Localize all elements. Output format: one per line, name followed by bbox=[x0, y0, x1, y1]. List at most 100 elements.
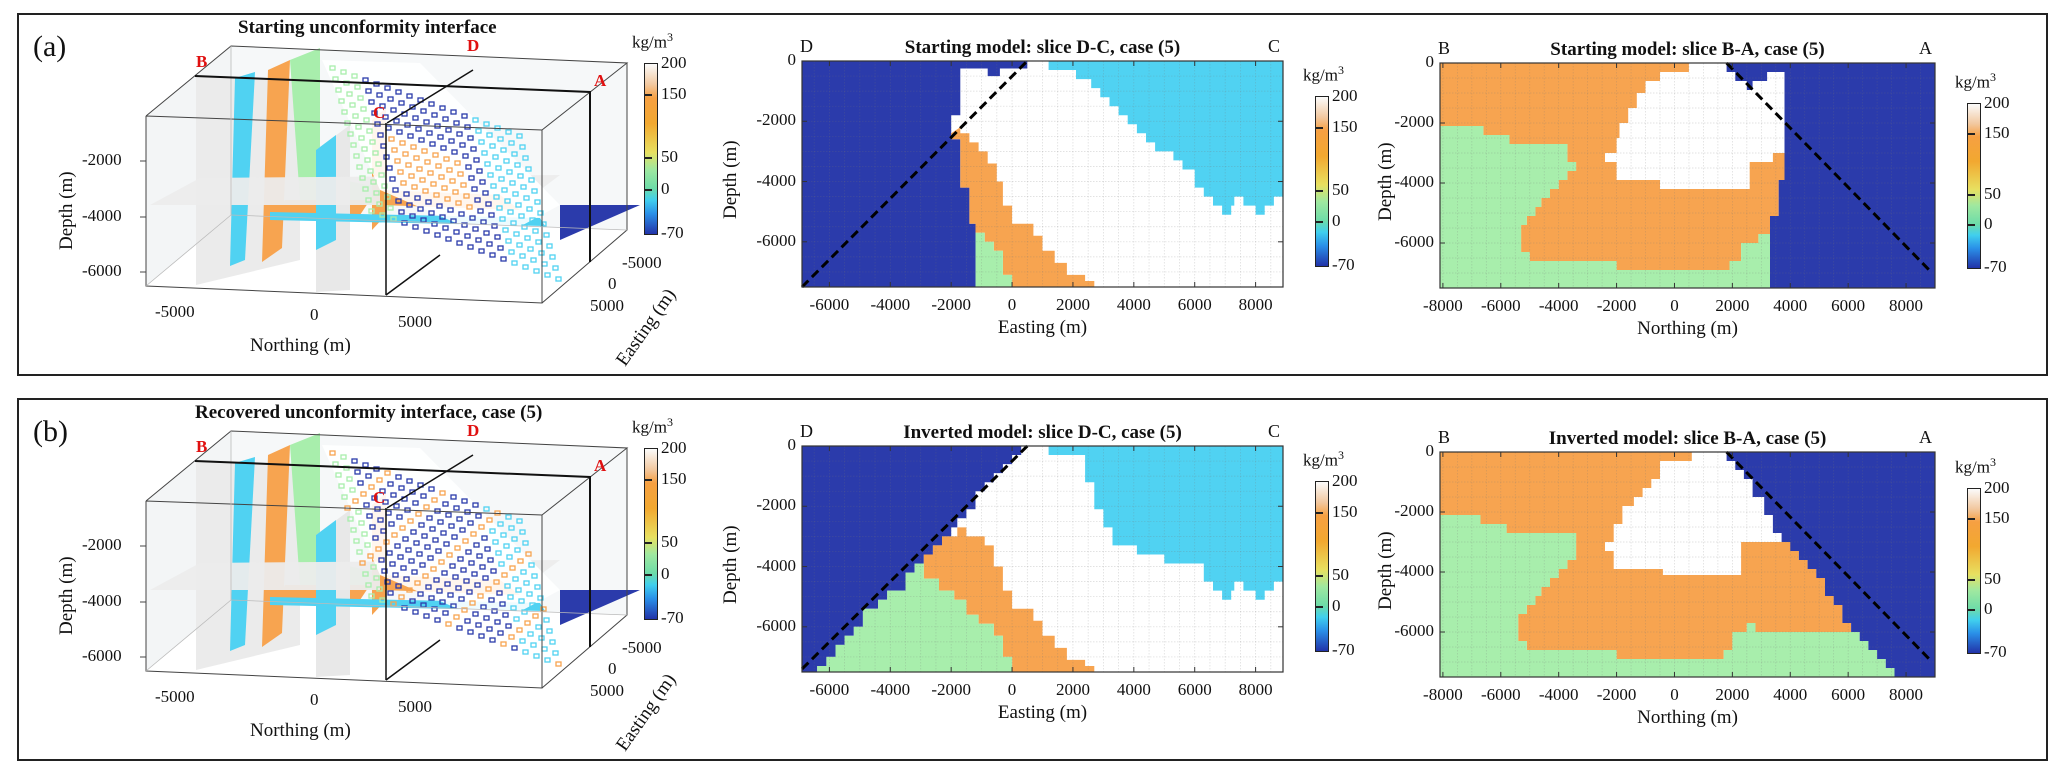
cell-marker bbox=[450, 218, 457, 224]
cell-marker bbox=[449, 178, 456, 184]
cell-marker bbox=[393, 503, 400, 509]
cell-marker bbox=[453, 120, 460, 126]
cell-marker bbox=[395, 583, 402, 589]
cell-marker bbox=[461, 113, 468, 119]
a-3d-colorbar bbox=[644, 63, 658, 235]
cell-marker bbox=[346, 91, 353, 97]
a-corner-label-a: A bbox=[594, 71, 607, 90]
cell-marker bbox=[481, 535, 488, 541]
cell-marker bbox=[434, 232, 441, 238]
cell-marker bbox=[483, 615, 490, 621]
cell-marker bbox=[508, 140, 515, 146]
cell-marker bbox=[365, 582, 372, 588]
cell-marker bbox=[529, 217, 536, 223]
cell-marker bbox=[485, 201, 492, 207]
cell-marker bbox=[352, 113, 359, 119]
z-tick-label: -6000 bbox=[82, 261, 122, 280]
cell-marker bbox=[421, 148, 428, 154]
cell-marker bbox=[479, 564, 486, 570]
colorbar-tick-mark bbox=[1968, 609, 1975, 612]
cell-marker bbox=[413, 540, 420, 546]
corner-d-edge bbox=[386, 69, 474, 124]
cell-marker bbox=[469, 215, 476, 221]
b-slice-ba-right-corner-label: A bbox=[1919, 427, 1932, 447]
a-slice-dc-left-corner-label: D bbox=[800, 36, 813, 56]
cell-marker bbox=[347, 516, 354, 522]
a-slice-ba-x-tick-label: 0 bbox=[1670, 296, 1679, 315]
a-slice-ba-x-tick-label: -8000 bbox=[1423, 296, 1463, 315]
cell-marker bbox=[503, 543, 510, 549]
colorbar-tick-mark bbox=[645, 479, 652, 482]
b-corner-label-b: B bbox=[196, 437, 208, 456]
y-tick-label: 0 bbox=[608, 274, 617, 293]
cell-marker bbox=[387, 590, 394, 596]
cell-marker bbox=[416, 166, 423, 172]
cell-marker bbox=[362, 186, 369, 192]
cell-marker bbox=[353, 538, 360, 544]
cell-marker bbox=[403, 191, 410, 197]
cell-marker bbox=[519, 638, 526, 644]
cell-marker bbox=[401, 220, 408, 226]
cell-marker bbox=[483, 230, 490, 236]
cell-marker bbox=[452, 189, 459, 195]
cell-marker bbox=[356, 164, 363, 170]
cell-marker bbox=[467, 244, 474, 250]
cell-marker bbox=[519, 253, 526, 259]
cell-marker bbox=[431, 112, 438, 118]
cell-marker bbox=[356, 549, 363, 555]
cell-marker bbox=[505, 623, 512, 629]
b-slice-dc-x-tick-label: -4000 bbox=[870, 680, 911, 699]
cell-marker bbox=[370, 179, 377, 185]
cell-marker bbox=[522, 540, 529, 546]
a-3d-colorbar-tick: 200 bbox=[661, 53, 687, 72]
b-slice-dc-axes-box bbox=[801, 445, 1284, 673]
cell-marker bbox=[500, 147, 507, 153]
a-slice-ba-region-dark_blue bbox=[1726, 63, 1935, 288]
cell-marker bbox=[524, 235, 531, 241]
cell-marker bbox=[510, 220, 517, 226]
cell-marker bbox=[406, 93, 413, 99]
inner-frame-edges bbox=[194, 75, 591, 262]
cell-marker bbox=[445, 236, 452, 242]
cell-marker bbox=[367, 168, 374, 174]
cell-marker bbox=[534, 584, 541, 590]
cell-marker bbox=[486, 626, 493, 632]
cell-marker bbox=[475, 237, 482, 243]
cell-marker bbox=[340, 454, 347, 460]
b-3d-title: Recovered unconformity interface, case (… bbox=[195, 402, 543, 423]
colorbar-tick-mark bbox=[1968, 579, 1975, 582]
cell-marker bbox=[329, 65, 336, 71]
cell-marker bbox=[358, 135, 365, 141]
b-slice-dc-region-cyan bbox=[1048, 446, 1283, 600]
cell-marker bbox=[470, 531, 477, 537]
cell-marker bbox=[504, 583, 511, 589]
cell-marker bbox=[430, 181, 437, 187]
a-slice-ba-colorbar-tick: 200 bbox=[1984, 93, 2010, 112]
cell-marker bbox=[366, 128, 373, 134]
cell-marker bbox=[448, 523, 455, 529]
a-slice-ba-colorbar bbox=[1967, 103, 1981, 269]
cell-marker bbox=[381, 183, 388, 189]
cell-marker bbox=[490, 568, 497, 574]
cell-marker bbox=[357, 480, 364, 486]
cell-marker bbox=[532, 228, 539, 234]
cell-marker bbox=[496, 590, 503, 596]
a-slice-ba-colorbar-tick: -70 bbox=[1984, 257, 2007, 276]
cell-marker bbox=[376, 586, 383, 592]
colorbar-tick-mark bbox=[645, 188, 652, 191]
colorbar-tick-mark bbox=[1316, 574, 1323, 577]
cell-marker bbox=[498, 176, 505, 182]
a-slice-dc-colorbar-tick: -70 bbox=[1332, 255, 1355, 274]
b-slice-ba-colorbar-tick: 150 bbox=[1984, 508, 2010, 528]
b-slice-dc-cell-grid bbox=[802, 445, 1283, 672]
a-slice-ba-x-tick-label: 4000 bbox=[1773, 296, 1808, 315]
cell-marker bbox=[467, 629, 474, 635]
a-slice-ba-region-green bbox=[1440, 126, 1770, 288]
colorbar-tick-mark bbox=[1968, 224, 1975, 227]
cell-marker bbox=[433, 192, 440, 198]
cell-marker bbox=[386, 550, 393, 556]
a-slice-dc-y-axis-label: Depth (m) bbox=[720, 140, 741, 219]
cell-marker bbox=[543, 617, 550, 623]
cell-marker bbox=[376, 477, 383, 483]
cell-marker bbox=[412, 609, 419, 615]
